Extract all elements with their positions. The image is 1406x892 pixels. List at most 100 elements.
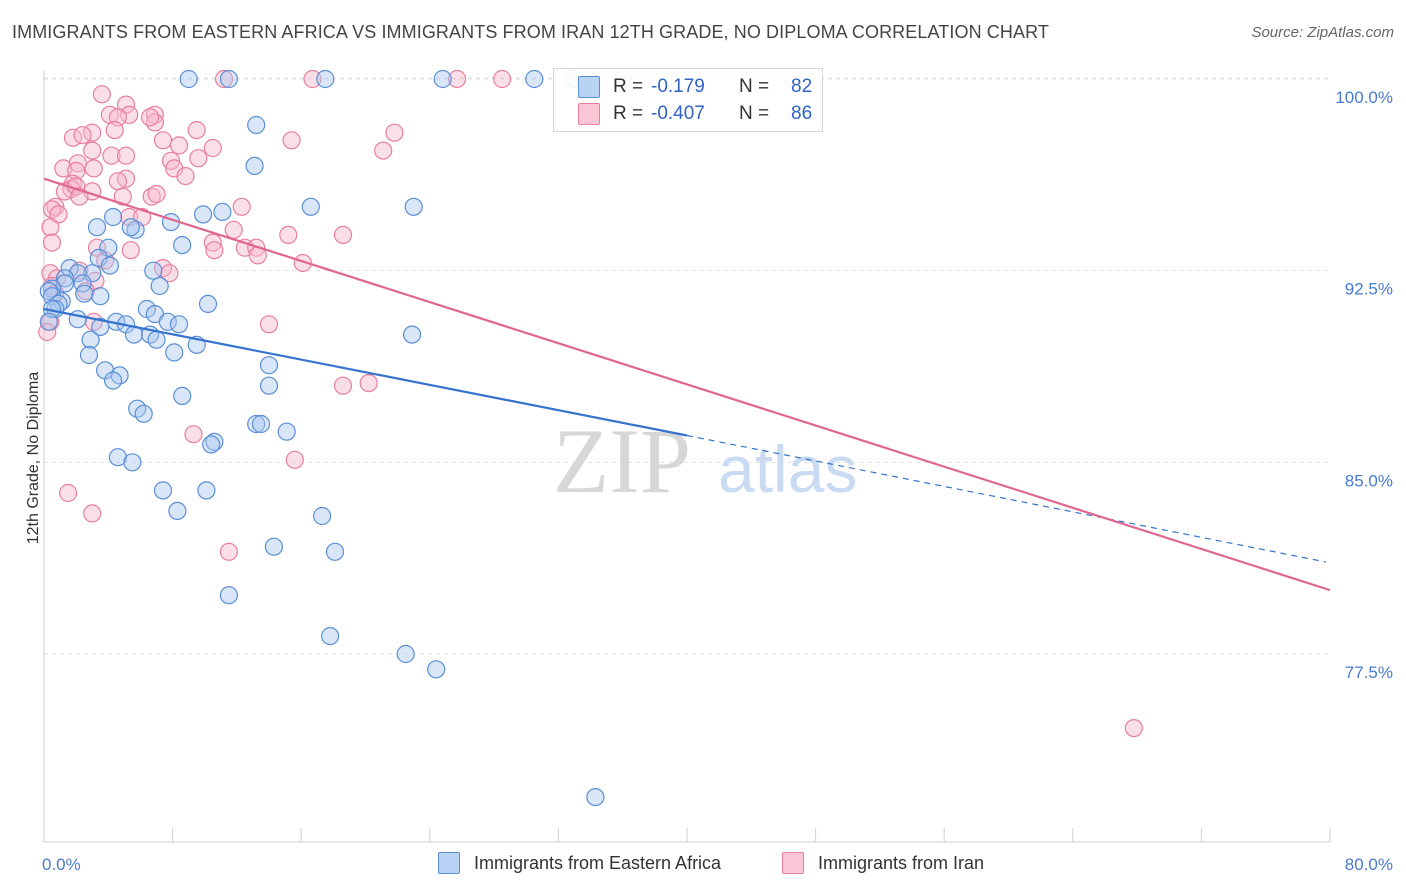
iran-point bbox=[219, 542, 238, 561]
chart-title: IMMIGRANTS FROM EASTERN AFRICA VS IMMIGR… bbox=[12, 22, 1049, 42]
eastern-africa-point bbox=[158, 312, 177, 331]
axes bbox=[43, 70, 1331, 843]
eastern-africa-point bbox=[197, 481, 216, 500]
iran-point bbox=[282, 131, 301, 150]
iran-point bbox=[385, 123, 404, 142]
legend-r-value: -0.179 bbox=[651, 76, 705, 97]
tick-labels: 100.0% 92.5% 85.0% 77.5% 0.0% 80.0% bbox=[42, 88, 1393, 874]
iran-point bbox=[58, 483, 78, 503]
iran-point bbox=[41, 218, 60, 237]
eastern-africa-point bbox=[39, 312, 58, 331]
iran-point bbox=[42, 233, 62, 252]
iran-point bbox=[203, 233, 222, 252]
eastern-africa-point bbox=[259, 356, 279, 375]
eastern-africa-point bbox=[75, 284, 94, 303]
eastern-africa-point bbox=[525, 69, 544, 89]
eastern-africa-point bbox=[301, 197, 320, 216]
eastern-africa-point bbox=[194, 205, 213, 224]
iran-point bbox=[279, 225, 298, 244]
iran-point bbox=[187, 121, 206, 140]
eastern-africa-point bbox=[100, 256, 120, 275]
eastern-africa-point bbox=[259, 376, 279, 395]
iran-point bbox=[333, 225, 353, 244]
iran-point bbox=[493, 69, 512, 89]
legend-r-label: R = bbox=[613, 103, 644, 124]
eastern-africa-point bbox=[108, 448, 128, 467]
trend-lines bbox=[43, 177, 1331, 592]
legend-row-eastern-africa: R = -0.179 N = 82 bbox=[578, 75, 812, 99]
eastern-africa-point bbox=[91, 317, 110, 336]
y-tick-label: 85.0% bbox=[1345, 471, 1393, 490]
iran-point bbox=[83, 141, 102, 160]
eastern-africa-point bbox=[134, 404, 153, 423]
eastern-africa-point bbox=[202, 435, 221, 454]
iran-point bbox=[189, 149, 208, 168]
eastern-africa-point bbox=[121, 218, 140, 237]
eastern-africa-point bbox=[247, 414, 266, 434]
iran-point bbox=[102, 146, 121, 165]
iran-point bbox=[205, 241, 224, 260]
x-tick-label: 0.0% bbox=[42, 855, 81, 874]
iran-point bbox=[141, 108, 160, 127]
eastern-africa-point bbox=[103, 207, 123, 227]
eastern-africa-point bbox=[91, 287, 110, 306]
iran-point bbox=[108, 172, 128, 191]
stats-legend: R = -0.179 N = 82 R = -0.407 N = 86 bbox=[553, 68, 823, 132]
trend-line-eastern-africa bbox=[43, 307, 688, 437]
eastern-africa-point bbox=[251, 414, 271, 434]
iran-point bbox=[1124, 718, 1144, 738]
iran-point bbox=[184, 425, 203, 444]
eastern-africa-point bbox=[144, 261, 163, 280]
eastern-africa-point bbox=[433, 69, 452, 89]
eastern-africa-point bbox=[173, 236, 192, 255]
iran-point bbox=[120, 105, 139, 124]
iran-point bbox=[169, 136, 189, 155]
iran-point bbox=[83, 504, 102, 523]
series-swatch-blue bbox=[438, 852, 460, 874]
iran-point bbox=[113, 187, 132, 206]
x-tick-label: 80.0% bbox=[1345, 855, 1393, 874]
iran-point bbox=[448, 69, 467, 89]
iran-point bbox=[176, 167, 195, 186]
y-tick-label: 92.5% bbox=[1345, 280, 1393, 299]
eastern-africa-point bbox=[396, 644, 415, 664]
iran-point bbox=[73, 126, 92, 145]
eastern-africa-point bbox=[325, 542, 345, 561]
iran-point bbox=[116, 146, 136, 165]
legend-n-label: N = bbox=[739, 103, 770, 124]
eastern-africa-point bbox=[81, 330, 100, 349]
eastern-africa-point bbox=[150, 276, 169, 296]
iran-point bbox=[359, 374, 378, 393]
eastern-africa-point bbox=[213, 202, 232, 221]
iran-point bbox=[333, 376, 353, 395]
eastern-africa-point bbox=[103, 371, 123, 390]
series-legend-iran[interactable]: Immigrants from Iran bbox=[782, 852, 984, 874]
eastern-africa-point bbox=[165, 343, 184, 362]
eastern-africa-point bbox=[264, 537, 283, 556]
series-legend: Immigrants from Eastern Africa Immigrant… bbox=[0, 852, 1406, 878]
eastern-africa-point bbox=[68, 310, 87, 329]
eastern-africa-point bbox=[79, 345, 99, 365]
legend-r-label: R = bbox=[613, 76, 644, 97]
y-axis-label: 12th Grade, No Diploma bbox=[25, 372, 42, 545]
iran-point bbox=[147, 184, 166, 204]
source-label: Source: ZipAtlas.com bbox=[1251, 24, 1394, 41]
iran-point bbox=[203, 138, 222, 158]
eastern-africa-point bbox=[277, 422, 296, 441]
iran-point bbox=[259, 315, 279, 334]
series-legend-eastern-africa[interactable]: Immigrants from Eastern Africa bbox=[438, 852, 721, 874]
iran-point bbox=[224, 220, 243, 239]
grid-lines bbox=[44, 77, 1330, 655]
eastern-africa-point bbox=[173, 386, 192, 405]
eastern-africa-point bbox=[316, 69, 335, 89]
legend-swatch-blue bbox=[578, 76, 600, 98]
eastern-africa-point bbox=[247, 115, 266, 135]
iran-point bbox=[285, 450, 304, 469]
eastern-africa-point bbox=[39, 282, 58, 301]
y-tick-label: 77.5% bbox=[1345, 663, 1393, 682]
eastern-africa-point bbox=[153, 481, 173, 500]
legend-n-label: N = bbox=[739, 76, 770, 97]
legend-n-value: 86 bbox=[791, 103, 813, 124]
eastern-africa-point bbox=[219, 69, 238, 89]
